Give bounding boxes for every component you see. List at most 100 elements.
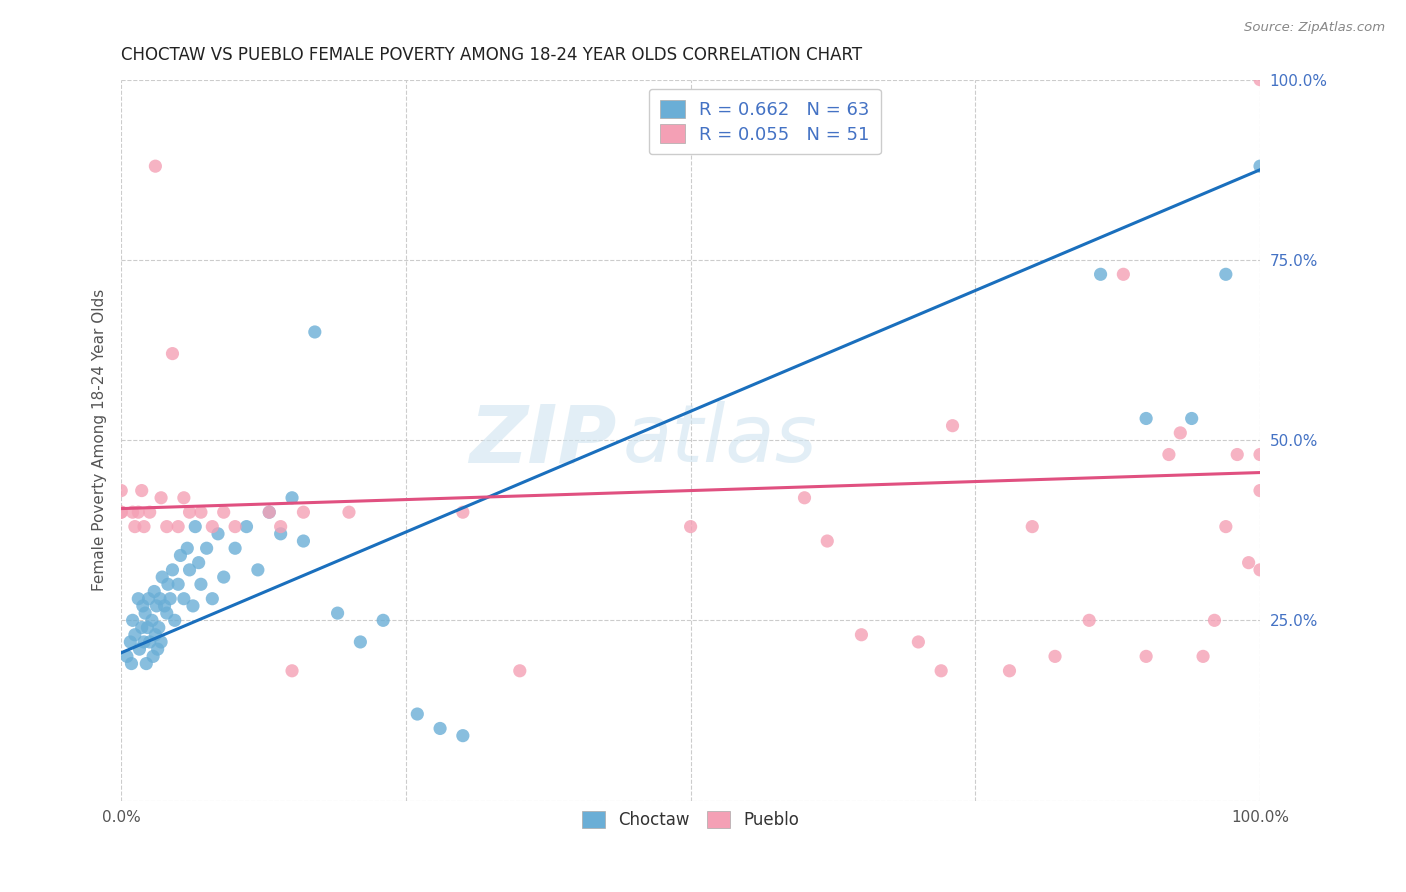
Point xyxy=(135,657,157,671)
Point xyxy=(429,722,451,736)
Point xyxy=(145,159,167,173)
Text: atlas: atlas xyxy=(623,401,817,479)
Point xyxy=(143,584,166,599)
Point xyxy=(148,621,170,635)
Point xyxy=(224,519,246,533)
Point xyxy=(1249,483,1271,498)
Point xyxy=(815,534,838,549)
Point xyxy=(281,664,304,678)
Y-axis label: Female Poverty Among 18-24 Year Olds: Female Poverty Among 18-24 Year Olds xyxy=(93,289,107,591)
Point xyxy=(162,346,184,360)
Point xyxy=(941,418,963,433)
Point xyxy=(181,599,204,613)
Point xyxy=(929,664,952,678)
Point xyxy=(150,570,173,584)
Point xyxy=(187,556,209,570)
Point xyxy=(451,729,474,743)
Point xyxy=(349,635,371,649)
Point xyxy=(1249,159,1271,173)
Point xyxy=(110,505,132,519)
Point xyxy=(156,606,179,620)
Point xyxy=(134,606,156,620)
Point xyxy=(406,706,429,721)
Point xyxy=(121,657,143,671)
Point xyxy=(156,519,179,533)
Point xyxy=(1157,448,1180,462)
Text: CHOCTAW VS PUEBLO FEMALE POVERTY AMONG 18-24 YEAR OLDS CORRELATION CHART: CHOCTAW VS PUEBLO FEMALE POVERTY AMONG 1… xyxy=(121,46,862,64)
Point xyxy=(115,649,138,664)
Point xyxy=(121,613,143,627)
Point xyxy=(138,635,160,649)
Point xyxy=(281,491,304,505)
Point xyxy=(246,563,269,577)
Point xyxy=(292,505,315,519)
Point xyxy=(131,483,153,498)
Point xyxy=(141,613,163,627)
Text: Source: ZipAtlas.com: Source: ZipAtlas.com xyxy=(1244,21,1385,34)
Point xyxy=(145,599,167,613)
Point xyxy=(212,570,235,584)
Point xyxy=(156,577,179,591)
Point xyxy=(176,541,198,556)
Point xyxy=(1181,411,1204,425)
Point xyxy=(451,505,474,519)
Point xyxy=(1204,613,1226,627)
Point xyxy=(173,491,195,505)
Point xyxy=(679,519,702,533)
Point xyxy=(110,483,132,498)
Point xyxy=(120,635,142,649)
Point xyxy=(509,664,531,678)
Point xyxy=(373,613,395,627)
Point xyxy=(998,664,1021,678)
Point xyxy=(121,505,143,519)
Point xyxy=(235,519,257,533)
Point xyxy=(132,599,155,613)
Point xyxy=(163,613,186,627)
Point xyxy=(179,505,201,519)
Point xyxy=(1215,519,1237,533)
Point xyxy=(259,505,281,519)
Point xyxy=(184,519,207,533)
Point xyxy=(195,541,218,556)
Point xyxy=(167,577,190,591)
Point xyxy=(132,519,155,533)
Point xyxy=(1135,411,1157,425)
Point xyxy=(224,541,246,556)
Point xyxy=(153,599,176,613)
Point xyxy=(132,635,155,649)
Point xyxy=(304,325,326,339)
Point xyxy=(201,519,224,533)
Point xyxy=(142,649,165,664)
Point xyxy=(207,526,229,541)
Point xyxy=(1249,72,1271,87)
Point xyxy=(110,505,132,519)
Point xyxy=(179,563,201,577)
Point xyxy=(128,642,150,657)
Point xyxy=(851,628,873,642)
Point xyxy=(136,621,159,635)
Point xyxy=(150,635,173,649)
Point xyxy=(292,534,315,549)
Point xyxy=(1168,425,1191,440)
Point xyxy=(149,591,172,606)
Point xyxy=(337,505,360,519)
Point xyxy=(270,519,292,533)
Point xyxy=(1112,268,1135,282)
Point xyxy=(167,519,190,533)
Point xyxy=(146,642,169,657)
Point xyxy=(131,621,153,635)
Point xyxy=(1226,448,1249,462)
Point xyxy=(326,606,349,620)
Point xyxy=(1192,649,1215,664)
Point xyxy=(150,491,173,505)
Point xyxy=(907,635,929,649)
Text: ZIP: ZIP xyxy=(470,401,617,479)
Point xyxy=(127,505,149,519)
Point xyxy=(1135,649,1157,664)
Point xyxy=(212,505,235,519)
Point xyxy=(138,505,160,519)
Point xyxy=(793,491,815,505)
Point xyxy=(190,505,212,519)
Point xyxy=(190,577,212,591)
Point xyxy=(145,628,167,642)
